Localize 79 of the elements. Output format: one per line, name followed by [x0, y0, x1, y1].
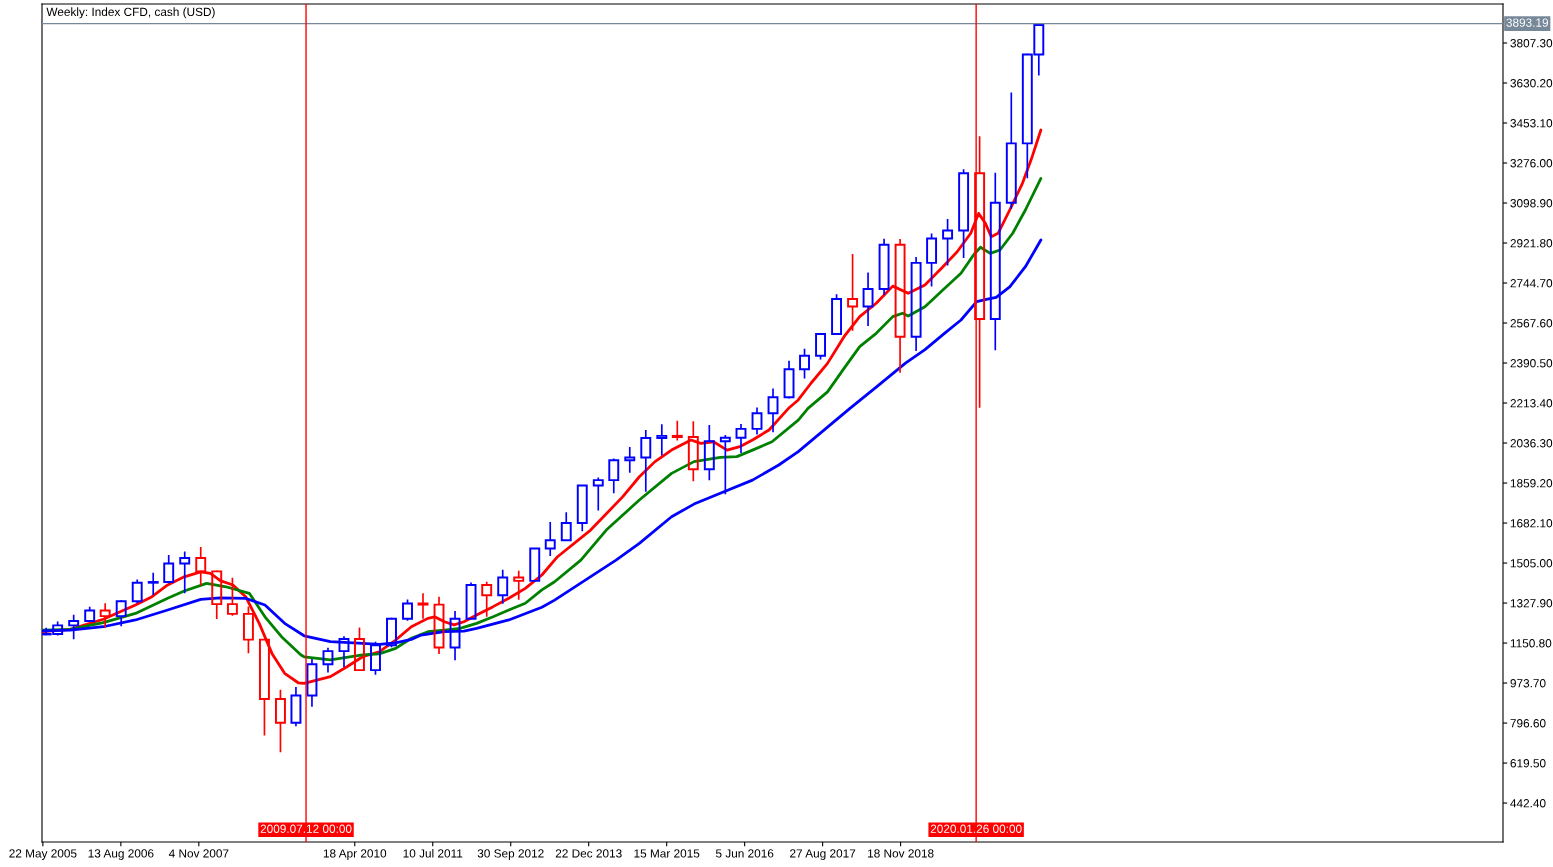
candlestick	[703, 424, 715, 481]
x-tick-label: 15 Mar 2015	[634, 849, 700, 858]
y-tick-label: 796.60	[1510, 719, 1546, 728]
y-tick-label: 619.50	[1510, 759, 1546, 768]
x-tick-label: 27 Aug 2017	[790, 849, 856, 860]
candlestick	[68, 613, 80, 640]
candlestick	[481, 580, 493, 618]
y-tick-label: 3098.90	[1510, 199, 1553, 208]
candlestick	[910, 256, 922, 352]
candlestick	[624, 446, 636, 474]
y-tick-label: 2567.60	[1510, 319, 1553, 328]
candlestick	[513, 569, 525, 601]
candlestick	[958, 168, 970, 259]
y-tick-label: 2921.80	[1510, 239, 1553, 248]
candlestick	[894, 238, 906, 374]
x-tick-label: 4 Nov 2007	[168, 849, 229, 858]
y-tick-label: 3807.30	[1510, 39, 1553, 48]
y-tick-label: 3630.20	[1510, 79, 1553, 88]
candlestick	[560, 511, 572, 542]
y-tick-label: 1327.90	[1510, 599, 1553, 608]
x-tick-label: 18 Apr 2010	[323, 849, 387, 860]
y-tick-label: 1859.20	[1510, 479, 1553, 488]
x-tick-label: 5 Jun 2016	[715, 849, 774, 858]
candlestick	[847, 253, 859, 332]
y-tick-label: 3276.00	[1510, 159, 1553, 168]
candlestick	[862, 271, 874, 327]
x-tick-label: 22 Dec 2013	[555, 849, 622, 858]
y-tick-label: 2390.50	[1510, 359, 1553, 368]
candlestick	[163, 554, 175, 583]
x-tick-label: 30 Sep 2012	[477, 849, 544, 860]
candlestick	[179, 550, 191, 595]
candlestick	[1005, 91, 1017, 210]
candlestick	[417, 592, 429, 620]
candlestick	[640, 429, 652, 493]
x-tick-label: 13 Aug 2006	[88, 849, 154, 860]
ref-line-label: 2020.01.26 00:00	[930, 824, 1022, 833]
y-tick-label: 2744.70	[1510, 279, 1553, 288]
y-tick-label: 973.70	[1510, 679, 1546, 688]
candlestick	[735, 423, 747, 454]
candlestick	[226, 576, 238, 617]
candlestick	[115, 600, 127, 628]
candlestick	[576, 484, 588, 533]
candlestick	[497, 568, 509, 605]
candlestick	[465, 581, 477, 620]
candlestick	[942, 218, 954, 267]
candlestick	[306, 658, 318, 708]
ref-line-label: 3893.19	[1506, 18, 1549, 27]
candlestick	[656, 423, 668, 457]
y-tick-label: 1150.80	[1510, 639, 1552, 648]
candlestick	[878, 237, 890, 296]
y-tick-label: 1505.00	[1510, 559, 1553, 568]
candlestick	[687, 420, 699, 483]
candlestick	[322, 646, 334, 674]
y-tick-label: 442.40	[1510, 799, 1546, 808]
ref-line-label: 2009.07.12 00:00	[260, 824, 352, 833]
candlestick	[275, 688, 286, 754]
candlestick	[751, 406, 763, 436]
x-tick-label: 18 Nov 2018	[868, 849, 934, 858]
candlestick	[719, 434, 731, 495]
chart-title: Weekly: Index CFD, cash (USD)	[46, 7, 215, 19]
candlestick	[433, 595, 445, 655]
candlestick	[767, 387, 779, 434]
candlestick	[147, 571, 159, 596]
y-tick-label: 2213.40	[1510, 399, 1553, 408]
y-tick-label: 3453.10	[1510, 119, 1553, 128]
y-tick-label: 2036.30	[1510, 439, 1553, 448]
candlestick	[290, 686, 302, 727]
candlestick	[671, 419, 683, 442]
candlestick	[242, 605, 254, 655]
candlestick	[608, 457, 620, 495]
candlestick	[195, 546, 207, 587]
x-tick-label: 10 Jul 2011	[403, 848, 463, 858]
y-tick-label: 1682.10	[1510, 519, 1553, 528]
candlestick	[99, 602, 111, 629]
candlestick	[544, 521, 556, 557]
candlestick	[592, 476, 604, 512]
candlestick	[926, 232, 938, 288]
candlestick	[211, 570, 223, 620]
x-tick-label: 22 May 2005	[9, 849, 77, 860]
